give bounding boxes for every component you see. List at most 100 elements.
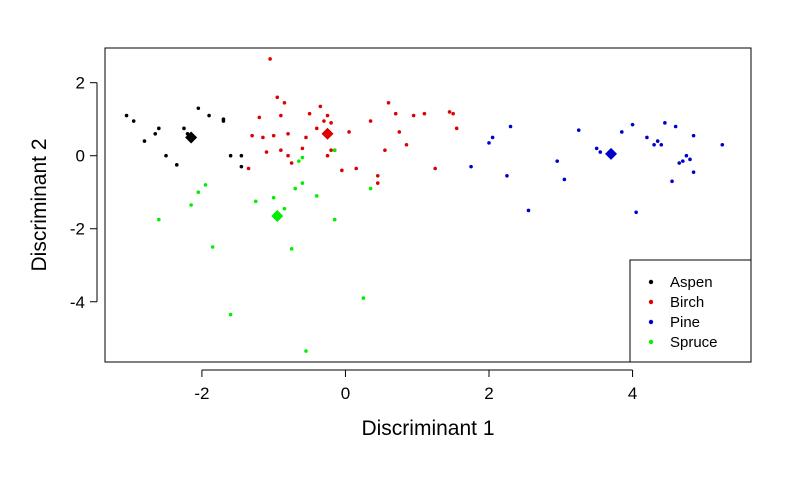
birch-point	[375, 181, 380, 185]
spruce-point	[157, 217, 161, 222]
pine-centroid	[605, 147, 618, 160]
spruce-point	[304, 349, 308, 353]
pine-point	[677, 161, 682, 165]
spruce-point	[361, 296, 366, 300]
spruce-point	[314, 194, 319, 198]
birch-point	[322, 119, 326, 123]
aspen-point	[131, 119, 136, 123]
axes: -2 0 2 4 -4 -2 0 2	[70, 74, 637, 403]
legend-marker-birch	[648, 299, 654, 305]
spruce-point	[196, 190, 201, 195]
aspen-point	[157, 126, 161, 131]
spruce-point	[203, 183, 208, 187]
birch-point	[282, 100, 287, 105]
aspen-point	[164, 153, 168, 158]
pine-point	[688, 157, 692, 162]
birch-point	[286, 132, 290, 136]
legend-marker-pine	[648, 319, 654, 325]
birch-centroid	[321, 127, 334, 140]
aspen-point	[196, 106, 201, 111]
spruce-point	[297, 159, 301, 163]
pine-point	[469, 164, 473, 169]
pine-point	[508, 124, 513, 129]
y-axis-title: Discriminant 2	[28, 138, 51, 271]
birch-point	[275, 95, 280, 100]
aspen-point	[239, 164, 244, 169]
y-tick-label: 0	[76, 147, 85, 166]
legend-marker-spruce	[648, 339, 654, 345]
aspen-centroid	[185, 131, 198, 144]
spruce-point	[368, 186, 373, 191]
birch-point	[383, 148, 387, 153]
pine-point	[598, 150, 603, 154]
spruce-point	[332, 217, 337, 222]
pine-point	[645, 135, 649, 140]
pine-point	[670, 179, 674, 184]
pine-point	[594, 146, 599, 151]
spruce-point	[332, 148, 337, 153]
birch-point	[279, 113, 283, 118]
x-tick-label: 4	[628, 384, 637, 403]
data-points	[124, 57, 725, 353]
pine-point	[684, 153, 689, 158]
spruce-point	[289, 247, 294, 251]
aspen-point	[124, 113, 129, 118]
birch-point	[454, 126, 459, 131]
spruce-point	[271, 195, 276, 200]
birch-point	[329, 148, 333, 153]
legend-label-aspen: Aspen	[670, 274, 713, 291]
birch-point	[271, 133, 276, 138]
aspen-point	[207, 113, 211, 118]
birch-point	[340, 168, 344, 173]
pine-point	[655, 139, 660, 143]
aspen-point	[182, 126, 186, 131]
birch-point	[447, 110, 452, 114]
series-pine	[469, 121, 725, 215]
birch-point	[451, 111, 455, 116]
pine-point	[673, 124, 678, 129]
series-birch	[246, 57, 459, 185]
birch-point	[279, 148, 283, 153]
pine-point	[691, 133, 696, 138]
aspen-point	[221, 119, 226, 123]
legend-label-pine: Pine	[670, 314, 700, 331]
birch-point	[422, 111, 427, 116]
x-tick-label: 2	[484, 384, 493, 403]
legend-label-spruce: Spruce	[670, 334, 718, 351]
y-tick-label: 2	[76, 74, 85, 93]
series-aspen	[124, 106, 244, 169]
birch-point	[264, 150, 269, 154]
spruce-point	[293, 186, 298, 191]
birch-point	[307, 111, 312, 116]
birch-point	[393, 111, 398, 116]
x-tick-label: 0	[341, 384, 350, 403]
birch-point	[246, 166, 251, 171]
birch-point	[397, 130, 402, 134]
pine-point	[659, 142, 664, 147]
pine-point	[576, 128, 581, 132]
spruce-point	[282, 206, 287, 211]
birch-point	[304, 135, 308, 140]
pine-point	[562, 177, 567, 182]
pine-point	[630, 122, 635, 127]
birch-point	[411, 113, 416, 118]
aspen-point	[142, 139, 147, 143]
plot-frame	[104, 47, 752, 363]
spruce-centroid	[271, 209, 284, 222]
pine-point	[620, 130, 624, 134]
pine-point	[720, 142, 725, 147]
spruce-point	[189, 203, 193, 207]
pine-point	[490, 135, 495, 140]
birch-point	[289, 161, 294, 165]
pine-point	[663, 121, 667, 125]
birch-point	[386, 100, 391, 105]
birch-point	[318, 104, 323, 109]
legend-box	[629, 259, 752, 363]
birch-point	[354, 166, 359, 171]
birch-point	[268, 57, 272, 61]
legend-label-birch: Birch	[670, 294, 704, 311]
pine-point	[555, 159, 559, 163]
x-axis-title: Discriminant 1	[361, 417, 494, 440]
pine-point	[526, 208, 531, 213]
pine-point	[505, 173, 509, 178]
